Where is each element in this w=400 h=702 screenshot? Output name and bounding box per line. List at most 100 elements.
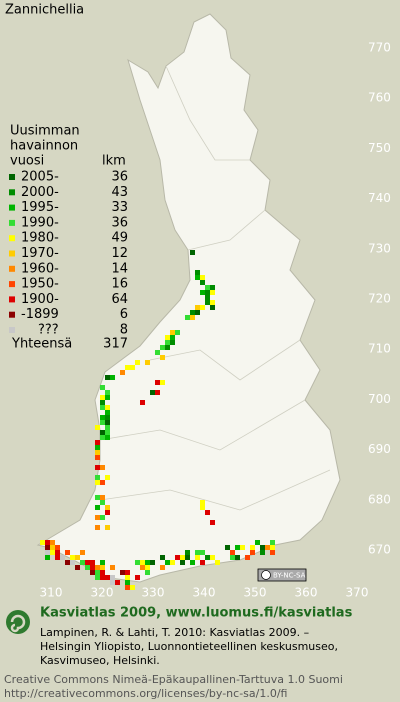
occurrence-square <box>100 430 105 435</box>
occurrence-square <box>205 290 210 295</box>
occurrence-square <box>160 565 165 570</box>
occurrence-square <box>200 560 205 565</box>
occurrence-square <box>40 540 45 545</box>
occurrence-square <box>90 565 95 570</box>
legend-count-heading: lkm <box>102 154 126 169</box>
occurrence-square <box>260 550 265 555</box>
occurrence-square <box>95 495 100 500</box>
occurrence-square <box>170 560 175 565</box>
occurrence-square <box>85 560 90 565</box>
easting-label: 310 <box>40 586 63 600</box>
citation-line: Kasvimuseo, Helsinki. <box>40 654 160 667</box>
license-badge: BY-NC-SA <box>257 568 307 582</box>
legend-label: ??? <box>38 323 59 338</box>
northing-label: 700 <box>368 392 391 406</box>
occurrence-square <box>95 525 100 530</box>
occurrence-square <box>55 550 60 555</box>
occurrence-square <box>100 500 105 505</box>
legend-swatch <box>9 296 15 303</box>
occurrence-square <box>75 555 80 560</box>
occurrence-square <box>200 500 205 505</box>
occurrence-square <box>270 545 275 550</box>
occurrence-square <box>45 545 50 550</box>
occurrence-square <box>245 555 250 560</box>
occurrence-square <box>260 545 265 550</box>
occurrence-square <box>250 550 255 555</box>
occurrence-square <box>170 335 175 340</box>
occurrence-square <box>115 580 120 585</box>
occurrence-square <box>160 355 165 360</box>
occurrence-square <box>100 400 105 405</box>
northing-label: 670 <box>368 543 391 557</box>
legend-swatch <box>9 204 15 211</box>
legend-label: 2005- <box>21 170 59 185</box>
occurrence-square <box>95 465 100 470</box>
occurrence-square <box>165 335 170 340</box>
occurrence-square <box>105 390 110 395</box>
occurrence-square <box>195 555 200 560</box>
occurrence-square <box>105 525 110 530</box>
occurrence-square <box>160 555 165 560</box>
occurrence-square <box>130 365 135 370</box>
occurrence-square <box>205 300 210 305</box>
footer-heading: Kasviatlas 2009, www.luomus.fi/kasviatla… <box>40 606 353 621</box>
legend-swatch <box>9 235 15 242</box>
occurrence-square <box>50 540 55 545</box>
occurrence-square <box>90 570 95 575</box>
occurrence-square <box>105 415 110 420</box>
occurrence-square <box>210 555 215 560</box>
legend-heading: havainnon <box>10 139 78 154</box>
occurrence-square <box>105 375 110 380</box>
occurrence-square <box>120 570 125 575</box>
occurrence-square <box>70 560 75 565</box>
occurrence-square <box>255 540 260 545</box>
badge-box <box>257 568 307 582</box>
easting-label: 360 <box>295 586 318 600</box>
northing-label: 690 <box>368 442 391 456</box>
occurrence-square <box>140 560 145 565</box>
legend-count: 36 <box>111 170 128 185</box>
legend-label: 1960- <box>21 261 59 276</box>
occurrence-square <box>265 545 270 550</box>
logo-swirl <box>10 614 26 633</box>
occurrence-square <box>70 555 75 560</box>
occurrence-square <box>100 480 105 485</box>
legend-label: -1899 <box>21 307 59 322</box>
occurrence-square <box>100 420 105 425</box>
occurrence-square <box>105 395 110 400</box>
legend-swatch <box>9 311 15 318</box>
occurrence-square <box>80 560 85 565</box>
occurrence-square <box>195 270 200 275</box>
northing-label: 710 <box>368 342 391 356</box>
occurrence-square <box>95 440 100 445</box>
occurrence-square <box>100 570 105 575</box>
occurrence-square <box>55 545 60 550</box>
occurrence-square <box>60 555 65 560</box>
occurrence-square <box>200 305 205 310</box>
occurrence-square <box>145 565 150 570</box>
legend-count: 12 <box>111 246 128 261</box>
occurrence-square <box>100 435 105 440</box>
legend-count: 64 <box>111 292 128 307</box>
easting-label: 370 <box>346 586 369 600</box>
occurrence-square <box>190 315 195 320</box>
occurrence-square <box>185 550 190 555</box>
occurrence-square <box>100 405 105 410</box>
occurrence-square <box>90 560 95 565</box>
legend-label: 1970- <box>21 246 59 261</box>
citation-line: Helsingin Yliopisto, Luonnontieteellinen… <box>40 640 338 653</box>
occurrence-square <box>215 560 220 565</box>
occurrence-square <box>200 275 205 280</box>
occurrence-square <box>95 570 100 575</box>
occurrence-square <box>125 585 130 590</box>
occurrence-square <box>160 380 165 385</box>
occurrence-square <box>140 400 145 405</box>
occurrence-square <box>105 575 110 580</box>
occurrence-square <box>155 390 160 395</box>
legend-count: 6 <box>120 307 128 322</box>
legend-heading: Uusimman <box>10 124 80 139</box>
occurrence-square <box>145 570 150 575</box>
easting-label: 320 <box>91 586 114 600</box>
